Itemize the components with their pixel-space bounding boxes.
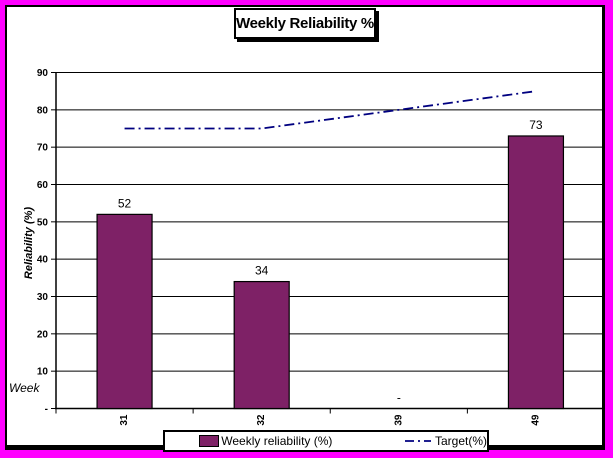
bar-week-49 (507, 135, 565, 410)
x-tick-label: 31 (119, 414, 130, 426)
y-tick-label: 90 (37, 68, 49, 79)
target-line (124, 90, 537, 130)
bar-data-label: 73 (529, 118, 543, 132)
bar-week-32 (233, 280, 290, 410)
y-tick-label: 60 (37, 180, 49, 191)
y-tick-label: 30 (37, 292, 49, 303)
bar-data-label: 34 (255, 264, 269, 278)
y-tick-label: 40 (37, 255, 49, 266)
y-tick-label: 50 (37, 217, 49, 228)
y-tick-label: 20 (37, 329, 49, 340)
chart-title-box: Weekly Reliability % (234, 8, 376, 39)
plot-area: - 10 20 30 40 50 60 70 80 90 31 32 39 49 52 34 - 73 (37, 68, 602, 426)
chart-frame: Weekly Reliability % Reliability (%) Wee… (5, 5, 605, 452)
x-axis-title: Week (9, 381, 40, 395)
x-tick-label: 49 (530, 414, 541, 426)
bar-data-label: 52 (118, 196, 132, 210)
bar-data-label: - (397, 391, 401, 405)
chart-title: Weekly Reliability % (236, 15, 374, 32)
y-tick-label: 80 (37, 105, 49, 116)
bar-week-31 (96, 213, 153, 410)
legend-bar-series-label: Weekly reliability (%) (221, 434, 333, 448)
legend: Weekly reliability (%) Target(%) (163, 430, 489, 452)
x-tick-label: 39 (393, 414, 404, 426)
legend-line-series-label: Target(%) (434, 434, 487, 448)
y-axis-title: Reliability (%) (23, 206, 35, 280)
x-tick-label: 32 (256, 414, 267, 426)
target-line-sample (405, 440, 431, 442)
y-tick-label: - (45, 404, 48, 415)
y-tick-label: 70 (37, 143, 49, 154)
y-tick-label: 10 (37, 367, 49, 378)
bar-series-swatch (199, 435, 220, 447)
